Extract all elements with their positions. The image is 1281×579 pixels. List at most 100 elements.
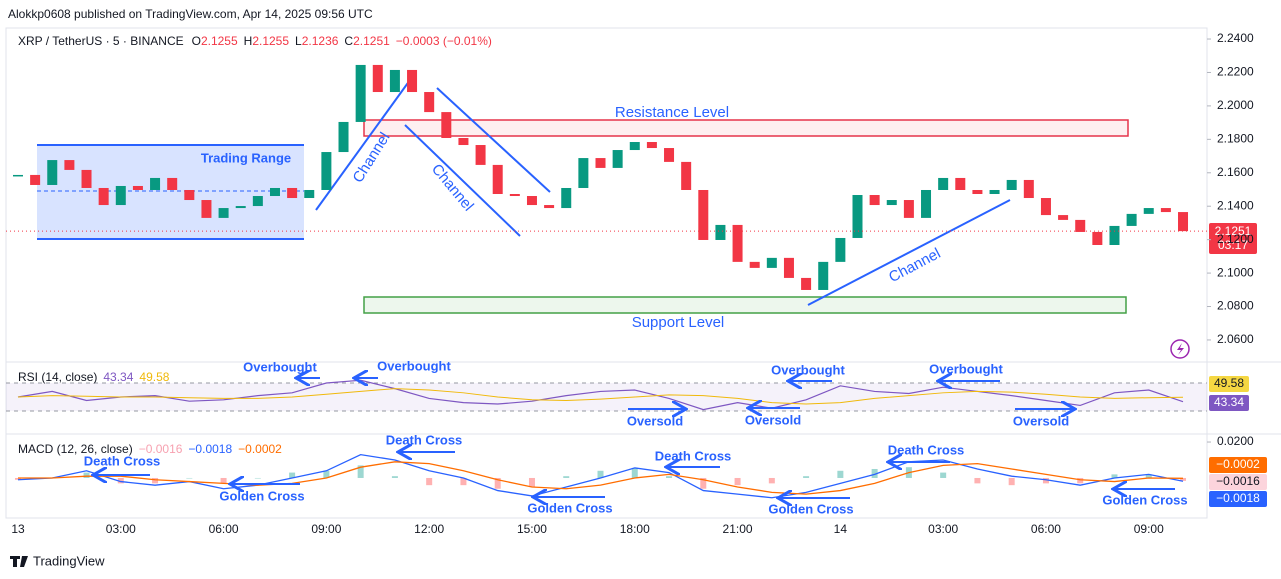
histogram-bar xyxy=(700,477,707,489)
candle xyxy=(150,177,161,190)
candle xyxy=(646,142,657,149)
candle xyxy=(184,189,195,201)
candle xyxy=(801,277,812,290)
candle xyxy=(938,177,949,190)
x-tick-label: 21:00 xyxy=(723,522,753,536)
candle xyxy=(441,112,452,138)
candle xyxy=(389,69,400,93)
histogram-bar xyxy=(220,477,227,484)
legend-value: −0.0016 xyxy=(139,442,183,456)
histogram-bar xyxy=(563,476,570,478)
change: −0.0003 (−0.01%) xyxy=(396,34,492,48)
y-tick-label: 2.0800 xyxy=(1217,299,1254,313)
line xyxy=(17,461,1184,495)
histogram-bar xyxy=(1145,474,1152,478)
candle xyxy=(578,158,589,188)
ohlc-label: H xyxy=(244,34,253,48)
badge-value: −0.0016 xyxy=(1216,474,1260,488)
candle xyxy=(269,187,280,197)
publish-info: Alokkp0608 published on TradingView.com,… xyxy=(8,7,373,21)
brand-logo xyxy=(10,556,28,567)
candle xyxy=(252,196,263,207)
y-tick-label: 2.2400 xyxy=(1217,31,1254,45)
y-tick-label: 2.1400 xyxy=(1217,198,1254,212)
x-tick-label: 09:00 xyxy=(311,522,341,536)
annotation: Resistance Level xyxy=(615,104,729,121)
candle xyxy=(955,177,966,190)
candle xyxy=(492,164,503,195)
ohlc-value: 2.1255 xyxy=(201,34,238,48)
alert-icon-bolt xyxy=(1177,343,1184,355)
rsi-legend: RSI (14, close) 43.34 49.58 xyxy=(18,370,170,384)
histogram-bar xyxy=(597,470,604,478)
candle xyxy=(1126,213,1137,226)
line xyxy=(17,379,1184,411)
candle xyxy=(921,189,932,218)
candle xyxy=(81,169,92,188)
annotation: Death Cross xyxy=(84,453,161,468)
histogram-bar xyxy=(494,477,501,489)
annotation: Trading Range xyxy=(201,150,291,165)
y-tick-label: 2.1000 xyxy=(1217,265,1254,279)
histogram-bar xyxy=(1111,474,1118,478)
candle xyxy=(1092,231,1103,245)
x-tick-label: 06:00 xyxy=(209,522,239,536)
candle xyxy=(424,92,435,113)
histogram-bar xyxy=(940,472,947,478)
annotation: Overbought xyxy=(929,361,1003,376)
annotation: Death Cross xyxy=(888,442,965,457)
channel-line xyxy=(404,124,521,237)
countdown: 03:17 xyxy=(1218,238,1248,252)
badge xyxy=(1209,395,1249,411)
histogram-bar xyxy=(357,465,364,478)
histogram-bar xyxy=(186,477,193,479)
y-tick-label: 2.0600 xyxy=(1217,332,1254,346)
alert-icon[interactable] xyxy=(1170,339,1190,359)
candle xyxy=(1109,225,1120,245)
ohlc-value: 2.1251 xyxy=(353,34,390,48)
candle xyxy=(235,206,246,209)
candle xyxy=(1040,198,1051,216)
ohlc-label: O xyxy=(192,34,201,48)
candle xyxy=(989,189,1000,195)
badge xyxy=(1209,376,1249,392)
candle xyxy=(698,189,709,240)
ohlc-label: C xyxy=(344,34,353,48)
candle xyxy=(407,69,418,93)
annotation: Oversold xyxy=(745,412,801,427)
y-tick-label: 2.2000 xyxy=(1217,98,1254,112)
candle xyxy=(355,64,366,122)
annotation: Golden Cross xyxy=(527,500,612,515)
x-tick-label: 13 xyxy=(11,522,25,536)
y-tick-label: 2.1800 xyxy=(1217,132,1254,146)
candle xyxy=(1143,208,1154,214)
candle xyxy=(338,121,349,153)
channel-line xyxy=(807,199,1011,306)
candle xyxy=(544,205,555,209)
y-tick-label: 2.2200 xyxy=(1217,65,1254,79)
candle xyxy=(1006,179,1017,190)
channel-line xyxy=(315,79,411,211)
histogram-bar xyxy=(83,472,90,478)
candle xyxy=(98,187,109,206)
histogram-bar xyxy=(460,477,467,486)
legend-value: −0.0002 xyxy=(238,442,282,456)
x-tick-label: 06:00 xyxy=(1031,522,1061,536)
candle xyxy=(509,194,520,197)
brand: TradingView xyxy=(33,553,105,568)
candle xyxy=(903,200,914,218)
candle xyxy=(287,187,298,199)
badge-value: −0.0002 xyxy=(1216,457,1260,471)
candle xyxy=(1160,208,1171,213)
histogram-bar xyxy=(803,476,810,478)
range-box xyxy=(37,145,304,239)
badge-value: −0.0018 xyxy=(1216,491,1260,505)
annotation: Overbought xyxy=(377,358,451,373)
histogram-bar xyxy=(734,477,741,486)
line xyxy=(17,388,1184,405)
price-badge xyxy=(1209,223,1257,254)
candle xyxy=(115,185,126,206)
indicator-title: RSI (14, close) xyxy=(18,370,97,384)
